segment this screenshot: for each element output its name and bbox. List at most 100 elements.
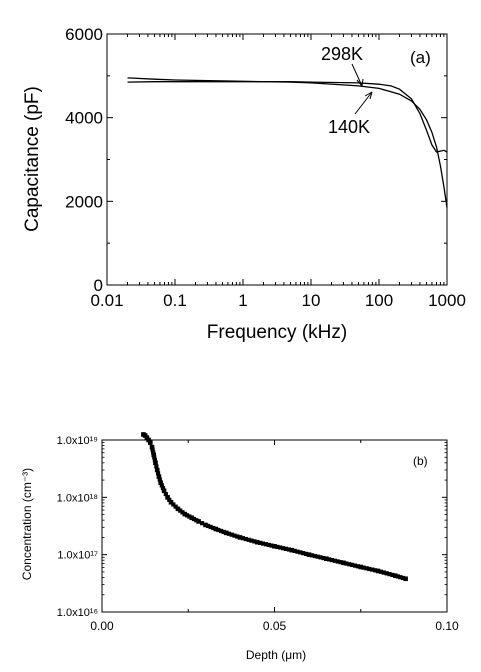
chart-a-arrow-140k (354, 91, 373, 115)
chart-b-data-point-fill (395, 574, 400, 579)
chart-a-lines (127, 77, 448, 208)
chart-a-xtick-label: 10 (302, 291, 321, 310)
chart-b-data-point (189, 515, 194, 521)
chart-b-data-point (151, 452, 157, 458)
chart-b-data-point-fill (338, 560, 343, 565)
chart-b-xtick-label: 0.10 (435, 619, 459, 633)
chart-a-xtick-label: 0.01 (90, 291, 123, 310)
chart-b-ticks: 0.00 0.05 0.10 1.0x10¹⁶ 1.0x10¹⁷ 1.0x10¹⁸ 1.0x… (57, 435, 459, 633)
chart-a-plot-frame (106, 33, 448, 286)
chart-b-data-point-fill (154, 464, 159, 469)
chart-b-data-point-fill (246, 537, 251, 542)
chart-b-data-point (165, 495, 170, 500)
chart-a-arrowhead-298k (356, 78, 364, 87)
chart-b-data-point-fill (355, 564, 360, 569)
chart-b-data-point-fill (171, 502, 176, 507)
chart-b-data-point-fill (390, 572, 395, 577)
chart-b-ytick-label: 1.0x10¹⁶ (57, 607, 98, 619)
chart-b-data-point-fill (229, 532, 234, 537)
chart-b-data-point-fill (232, 533, 237, 538)
chart-b-xtick-label: 0.05 (263, 619, 287, 633)
chart-b-data-point (156, 474, 162, 479)
chart-b-data-point (148, 440, 153, 445)
chart-b-data-point (323, 556, 329, 562)
chart-b-data-point-fill (329, 557, 335, 563)
chart-a-ylabel: Capacitance (pF) (22, 86, 43, 232)
chart-a-arrowhead-140k (364, 91, 373, 100)
chart-b-data-point (254, 539, 260, 545)
chart-b-data-point-fill (263, 542, 268, 547)
chart-b-data-point-fill (295, 549, 300, 554)
chart-a-panel-label: (a) (410, 48, 431, 67)
chart-b-data-point-fill (304, 551, 309, 557)
chart-b-ylabel: Concentration (cm⁻³) (20, 468, 34, 580)
chart-b-data-point-fill (152, 458, 157, 463)
chart-b: 0.00 0.05 0.10 1.0x10¹⁶ 1.0x10¹⁷ 1.0x10¹⁸ 1.0x… (20, 432, 459, 662)
chart-b-data-point (375, 568, 381, 574)
chart-a-xtick-label: 1 (238, 291, 247, 310)
chart-b-data-point-fill (321, 555, 326, 561)
chart-b-data-point-fill (266, 542, 271, 548)
chart-a-ytick-label: 4000 (65, 109, 103, 128)
chart-b-data-point-fill (400, 575, 406, 581)
chart-b-data-point-fill (191, 516, 197, 522)
chart-a-ticks: 0.01 0.1 1 10 100 1000 0 2000 4000 6000 (65, 25, 466, 310)
chart-b-xtick-label: 0.00 (90, 619, 114, 633)
chart-a-arrow-298k (351, 63, 363, 87)
chart-b-points (141, 432, 408, 582)
chart-b-data-point-fill (387, 572, 392, 577)
chart-b-ytick-label: 1.0x10¹⁸ (57, 492, 98, 504)
chart-a-xlabel: Frequency (kHz) (207, 322, 347, 343)
chart-b-data-point-fill (286, 547, 291, 552)
chart-b-data-point-fill (315, 554, 320, 559)
chart-b-data-point-fill (159, 483, 164, 488)
chart-b-data-point-fill (152, 455, 157, 460)
chart-b-data-point-fill (240, 536, 245, 541)
chart-b-data-point-fill (318, 555, 323, 560)
chart-b-data-point-fill (275, 544, 280, 550)
chart-b-data-point (161, 488, 167, 494)
chart-b-data-point (237, 535, 243, 540)
chart-a-ytick-label: 0 (94, 276, 103, 295)
chart-b-data-point (289, 547, 295, 553)
chart-b-data-point-fill (269, 543, 274, 548)
chart-b-data-point (341, 560, 346, 566)
chart-a-series-line-298k (127, 81, 448, 153)
chart-b-data-point-fill (381, 570, 386, 575)
chart-b-data-point-fill (221, 529, 226, 535)
chart-b-data-point-fill (178, 508, 183, 513)
chart-b-data-point-fill (260, 541, 266, 546)
chart-b-data-point-fill (243, 536, 248, 542)
chart-b-data-point-fill (199, 521, 205, 526)
chart-b-data-point-fill (283, 546, 289, 551)
chart-b-data-point-fill (335, 559, 340, 564)
chart-b-data-point (153, 460, 158, 466)
chart-b-data-point-fill (327, 557, 332, 562)
chart-b-data-point (154, 467, 160, 473)
chart-b-data-point-fill (163, 491, 168, 497)
chart-b-data-point-fill (344, 561, 349, 566)
chart-b-data-point-fill (367, 566, 372, 572)
chart-b-data-point (223, 530, 229, 536)
chart-b-data-point-fill (361, 565, 366, 570)
chart-b-data-point-fill (350, 562, 355, 568)
chart-b-data-point-fill (364, 566, 369, 571)
chart-b-data-point-fill (211, 525, 216, 531)
chart-b-data-point (403, 576, 408, 582)
chart-a-xtick-label: 0.1 (163, 291, 187, 310)
chart-b-data-point-fill (185, 513, 190, 518)
chart-b-data-point-fill (370, 567, 375, 572)
chart-b-data-point (182, 511, 188, 517)
chart-b-data-point-fill (208, 524, 213, 530)
chart-b-data-point-fill (312, 553, 317, 559)
chart-b-data-point (358, 564, 364, 570)
chart-b-data-point-fill (151, 450, 156, 455)
chart-b-data-point-fill (226, 531, 232, 536)
chart-a-annotation-140k: 140K (328, 117, 370, 137)
chart-b-data-point-fill (150, 447, 155, 452)
chart-b-xlabel: Depth (μm) (246, 648, 306, 662)
chart-b-data-point-fill (249, 538, 254, 543)
chart-b-data-point-fill (373, 568, 378, 573)
chart-b-data-point-fill (332, 558, 337, 563)
